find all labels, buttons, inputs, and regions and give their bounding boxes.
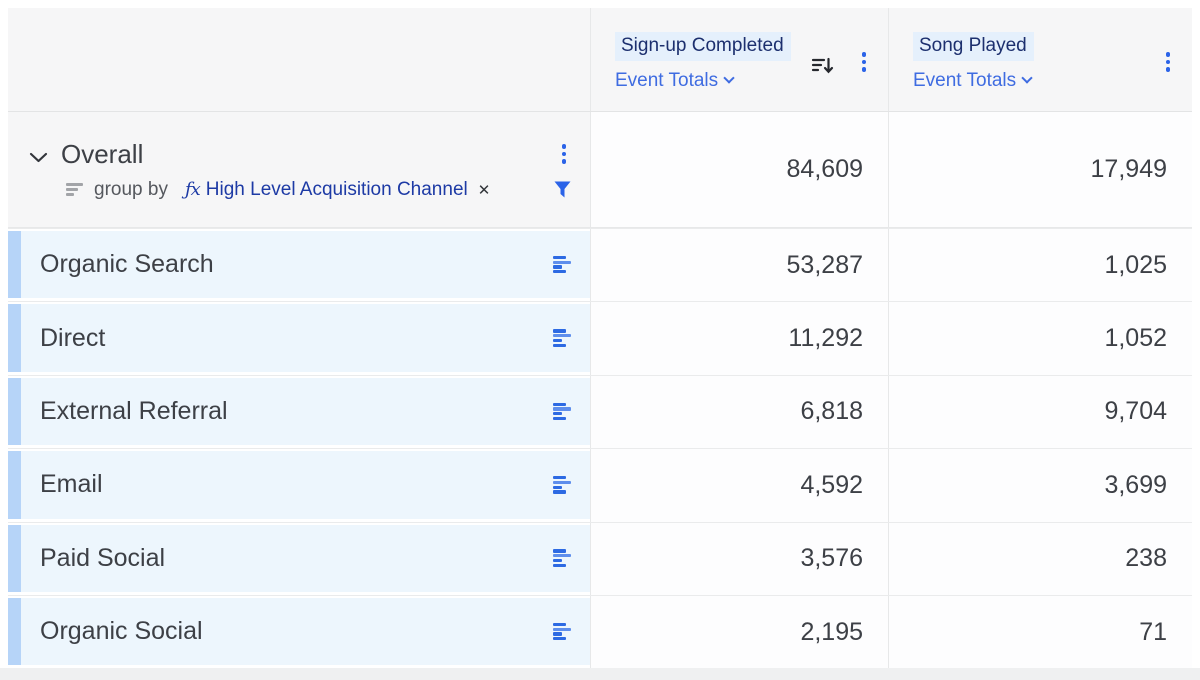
cell-value: 3,699 [1104, 470, 1167, 499]
row-label-cell: Organic Search [8, 229, 590, 301]
overall-label: Overall [61, 138, 144, 169]
table-row: Email 4,592 3,699 [8, 448, 1192, 522]
metrics-table: Sign-up Completed Event Totals Song Play… [8, 8, 1192, 668]
value-cell[interactable]: 4,592 [590, 449, 888, 522]
filter-icon[interactable] [554, 181, 571, 199]
value-cell[interactable]: 9,704 [888, 375, 1192, 449]
group-value-chip[interactable]: Organic Social [8, 597, 590, 666]
value-cell[interactable]: 1,052 [888, 302, 1192, 375]
chevron-down-icon [1021, 72, 1033, 84]
value-cell[interactable]: 2,195 [590, 595, 888, 668]
cell-value: 3,576 [800, 544, 863, 573]
function-icon: ƒx [184, 179, 201, 200]
row-label: Paid Social [40, 543, 166, 572]
cell-value: 84,609 [786, 155, 863, 183]
value-cell[interactable]: 71 [888, 595, 1192, 668]
cell-value: 4,592 [800, 470, 863, 499]
cell-value: 6,818 [800, 397, 863, 426]
row-accent-bar [8, 451, 21, 519]
header-corner-cell [8, 8, 590, 111]
event-name-chip[interactable]: Sign-up Completed [615, 32, 791, 61]
group-value-chip[interactable]: External Referral [8, 377, 590, 446]
value-cell[interactable]: 11,292 [590, 302, 888, 375]
value-cell[interactable]: 6,818 [590, 375, 888, 449]
collapse-chevron-icon[interactable] [29, 152, 48, 164]
metric-dropdown[interactable]: Event Totals [913, 70, 1033, 92]
row-accent-bar [8, 377, 21, 446]
cell-value: 17,949 [1090, 155, 1167, 183]
row-menu-icon[interactable] [557, 144, 571, 164]
page-background-strip [0, 668, 1200, 680]
group-value-chip[interactable]: Direct [8, 304, 590, 372]
table-row: Direct 11,292 1,052 [8, 301, 1192, 375]
column-menu-icon[interactable] [1161, 52, 1175, 72]
table-row: External Referral 6,818 9,704 [8, 374, 1192, 449]
cell-value: 2,195 [800, 617, 863, 646]
metric-dropdown[interactable]: Event Totals [615, 70, 735, 92]
header-song-played: Song Played Event Totals [888, 8, 1192, 111]
row-label: Organic Search [40, 250, 214, 279]
row-label-cell: Organic Social [8, 596, 590, 668]
breakdown-bars-icon[interactable] [553, 255, 571, 274]
row-label: Organic Social [40, 617, 203, 646]
group-by-label: group by [94, 178, 168, 200]
value-cell[interactable]: 3,576 [590, 522, 888, 595]
row-label: Direct [40, 323, 106, 352]
cell-value: 1,025 [1104, 250, 1167, 279]
overall-label-cell: Overall group by ƒx High Level Acquisiti… [8, 112, 590, 227]
cell-value: 11,292 [788, 324, 863, 353]
overall-row: Overall group by ƒx High Level Acquisiti… [8, 112, 1192, 228]
header-signup-completed: Sign-up Completed Event Totals [590, 8, 888, 111]
row-accent-bar [8, 524, 21, 592]
event-name-chip[interactable]: Song Played [913, 32, 1034, 61]
breakdown-bars-icon[interactable] [553, 402, 571, 421]
column-menu-icon[interactable] [857, 52, 871, 72]
metric-label: Event Totals [913, 70, 1017, 91]
row-label: External Referral [40, 396, 228, 425]
cell-value: 1,052 [1104, 324, 1167, 353]
value-cell[interactable]: 53,287 [590, 229, 888, 302]
group-by-icon [66, 183, 83, 196]
breakdown-bars-icon[interactable] [553, 476, 571, 494]
cell-value: 238 [1125, 544, 1167, 573]
table-header-row: Sign-up Completed Event Totals Song Play… [8, 8, 1192, 112]
breakdown-bars-icon[interactable] [553, 622, 571, 641]
cell-value: 71 [1139, 617, 1167, 646]
row-label-cell: Direct [8, 302, 590, 374]
row-label-cell: External Referral [8, 376, 590, 448]
row-accent-bar [8, 597, 21, 666]
sort-descending-icon[interactable] [810, 54, 834, 78]
row-label-cell: Paid Social [8, 523, 590, 595]
group-value-chip[interactable]: Paid Social [8, 524, 590, 592]
metric-label: Event Totals [615, 70, 719, 91]
breakdown-bars-icon[interactable] [553, 329, 571, 347]
value-cell[interactable]: 238 [888, 522, 1192, 595]
row-label: Email [40, 470, 103, 499]
row-label-cell: Email [8, 449, 590, 521]
overall-signup-value-cell[interactable]: 84,609 [590, 112, 888, 227]
row-accent-bar [8, 231, 21, 299]
remove-group-by-icon[interactable]: ✕ [477, 181, 491, 199]
row-accent-bar [8, 304, 21, 372]
chevron-down-icon [723, 72, 735, 84]
breakdown-bars-icon[interactable] [553, 549, 571, 568]
group-value-chip[interactable]: Email [8, 451, 590, 519]
value-cell[interactable]: 3,699 [888, 449, 1192, 522]
cell-value: 53,287 [786, 250, 863, 279]
table-row: Organic Social 2,195 71 [8, 594, 1192, 668]
table-row: Paid Social 3,576 238 [8, 521, 1192, 595]
group-value-chip[interactable]: Organic Search [8, 231, 590, 299]
cell-value: 9,704 [1104, 397, 1167, 426]
table-row: Organic Search 53,287 1,025 [8, 228, 1192, 302]
value-cell[interactable]: 1,025 [888, 229, 1192, 302]
overall-song-value-cell[interactable]: 17,949 [888, 112, 1192, 227]
group-by-property-link[interactable]: High Level Acquisition Channel [205, 178, 468, 200]
